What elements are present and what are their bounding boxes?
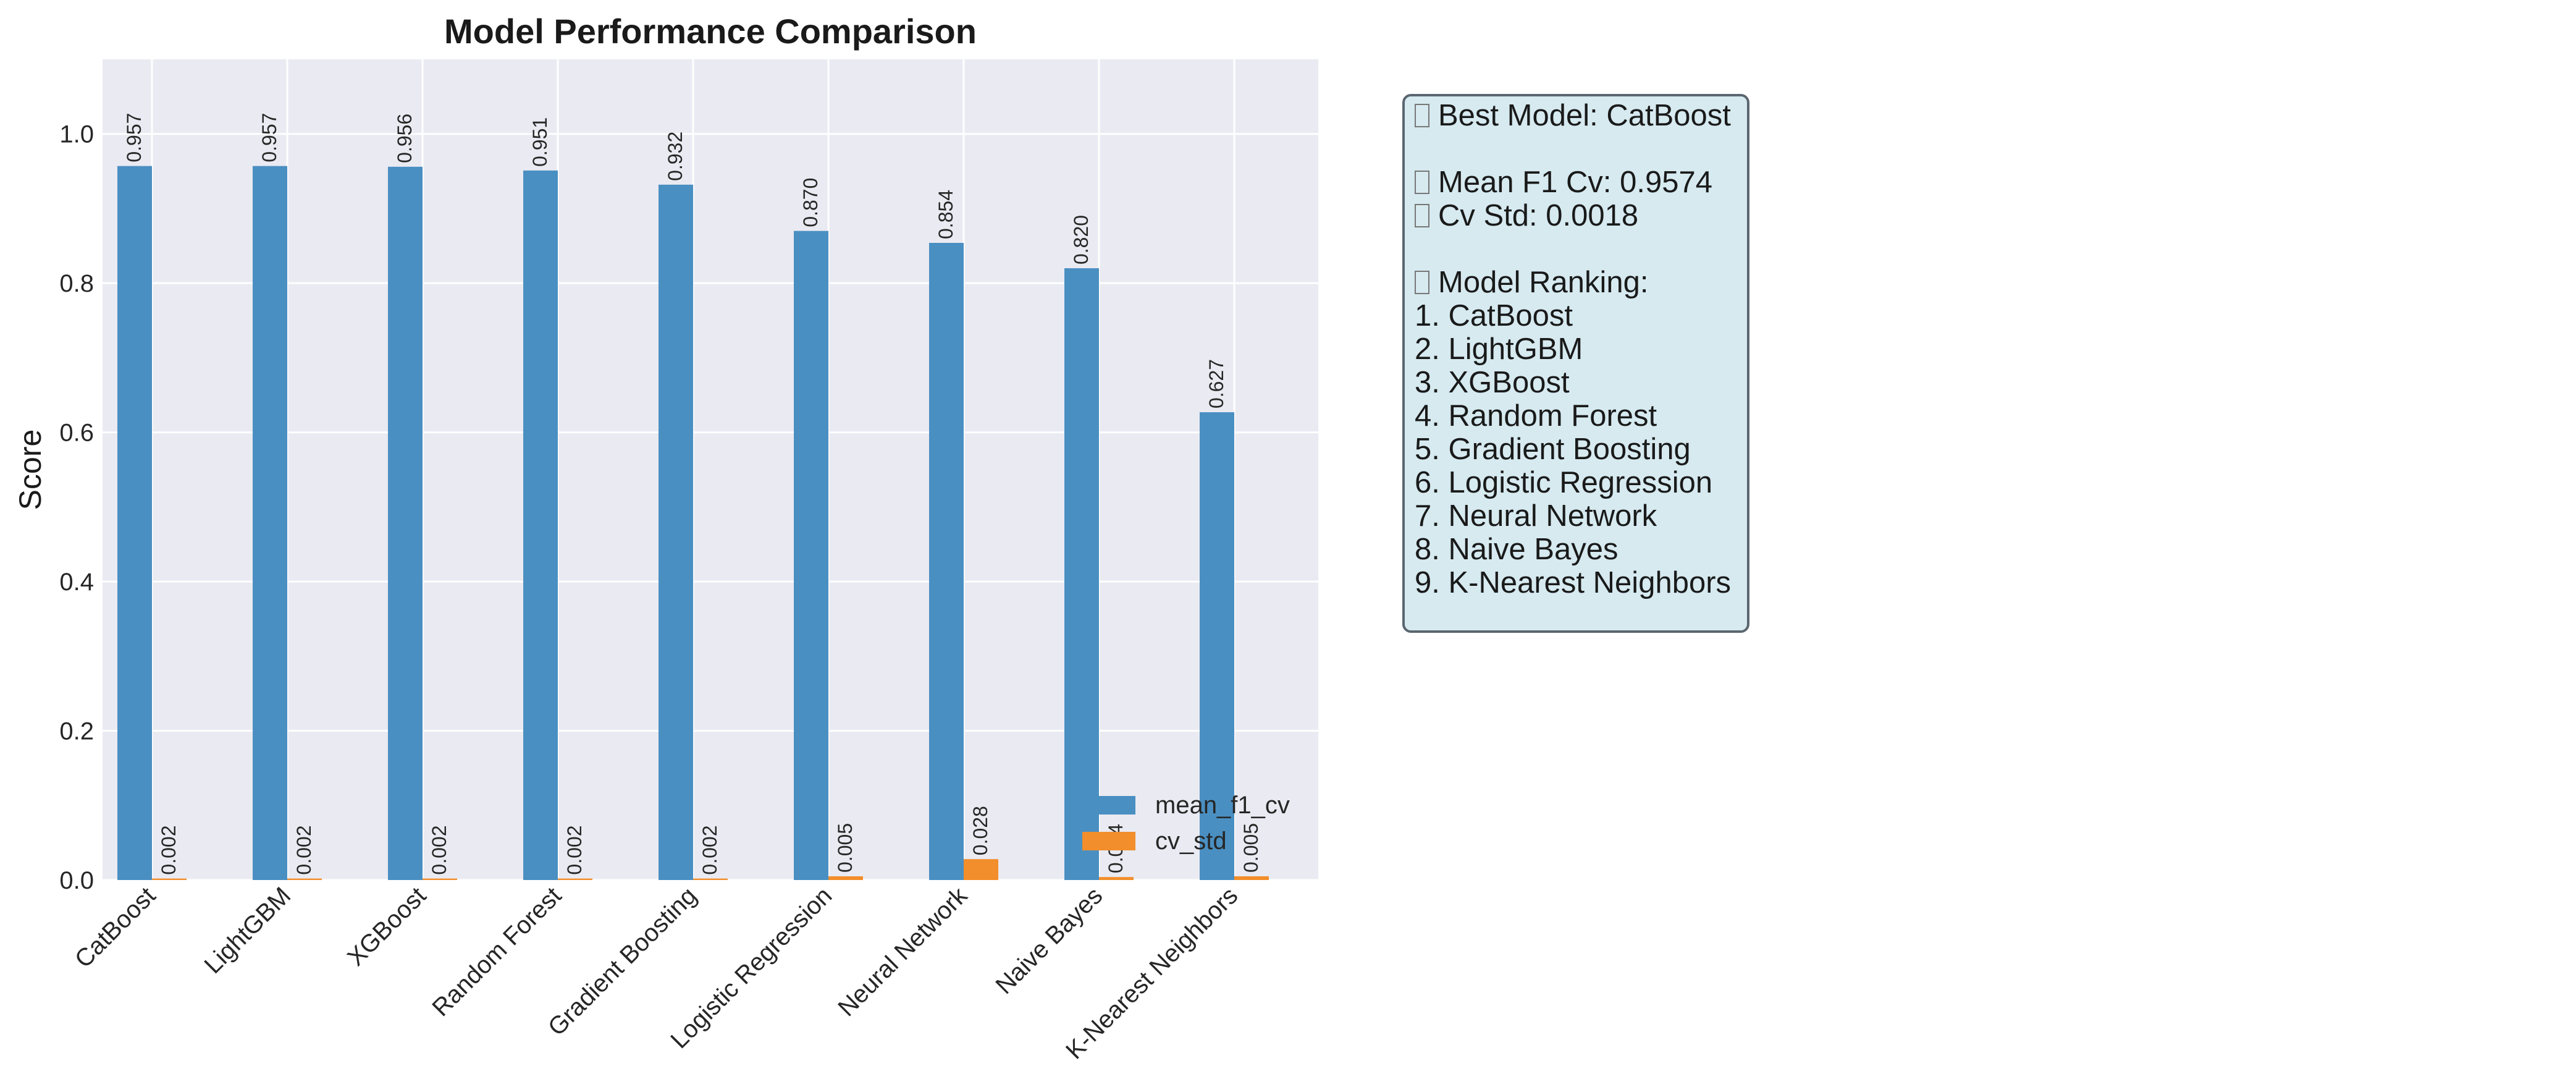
ranking-item: 6. Logistic Regression bbox=[1415, 466, 1713, 499]
bar-label-std: 0.002 bbox=[293, 826, 315, 875]
bar-cv-std bbox=[828, 876, 863, 880]
summary-ranking-header-line: Model Ranking: bbox=[1415, 266, 1737, 299]
bar-label-std: 0.028 bbox=[969, 806, 991, 855]
bar-cv-std bbox=[423, 878, 457, 880]
summary-box: Best Model: CatBoost Mean F1 Cv: 0.9574 … bbox=[1402, 94, 1749, 633]
bar-label-mean: 0.854 bbox=[935, 190, 957, 239]
plot-area bbox=[103, 59, 1318, 880]
x-tick-label: XGBoost bbox=[342, 882, 431, 971]
bar-cv-std bbox=[693, 878, 728, 880]
bar-cv-std bbox=[287, 878, 322, 880]
ranking-item: 3. XGBoost bbox=[1415, 366, 1570, 399]
bar-label-mean: 0.957 bbox=[123, 113, 145, 163]
trophy-icon bbox=[1415, 104, 1429, 127]
bar-label-std: 0.002 bbox=[158, 826, 180, 875]
bar-mean-f1-cv bbox=[929, 242, 964, 880]
x-tick-label: LightGBM bbox=[199, 882, 296, 979]
ranking-item: 7. Neural Network bbox=[1415, 499, 1657, 533]
y-tick-label: 0.6 bbox=[59, 420, 94, 447]
x-tick-label: Neural Network bbox=[833, 882, 973, 1022]
ranking-item: 9. K-Nearest Neighbors bbox=[1415, 566, 1732, 599]
y-tick-label: 0.4 bbox=[59, 569, 94, 596]
chart-title: Model Performance Comparison bbox=[444, 12, 977, 51]
y-tick-label: 0.0 bbox=[59, 867, 94, 894]
bar-mean-f1-cv bbox=[117, 166, 152, 880]
y-axis-label: Score bbox=[13, 430, 48, 510]
bar-mean-f1-cv bbox=[523, 170, 558, 880]
bar-mean-f1-cv bbox=[1064, 268, 1099, 880]
legend-label-mean: mean_f1_cv bbox=[1155, 792, 1290, 819]
bar-labels: 0.957 0.002 0.957 0.002 0.956 0.002 0.951 0.002… bbox=[123, 113, 1262, 875]
x-tick-label: Random Forest bbox=[427, 882, 566, 1022]
x-tick-label: CatBoost bbox=[70, 882, 161, 973]
bar-label-std: 0.002 bbox=[699, 826, 721, 875]
summary-best-model: Best Model: CatBoost bbox=[1438, 99, 1731, 132]
bar-label-mean: 0.951 bbox=[529, 117, 551, 167]
summary-ranking-header: Model Ranking: bbox=[1438, 266, 1649, 299]
legend: mean_f1_cv cv_std bbox=[1082, 792, 1290, 855]
summary-std-line: Cv Std: 0.0018 bbox=[1415, 199, 1737, 232]
y-tick-label: 1.0 bbox=[59, 121, 94, 148]
bar-label-mean: 0.956 bbox=[394, 114, 416, 163]
summary-cv-std: Cv Std: 0.0018 bbox=[1438, 199, 1639, 232]
bar-cv-std bbox=[558, 878, 592, 880]
chart-icon bbox=[1415, 171, 1429, 194]
legend-swatch-std bbox=[1082, 832, 1135, 850]
bar-mean-f1-cv bbox=[794, 231, 828, 880]
ranking-item: 8. Naive Bayes bbox=[1415, 533, 1618, 566]
bar-cv-std bbox=[964, 859, 998, 880]
legend-swatch-mean bbox=[1082, 796, 1135, 815]
bar-label-mean: 0.627 bbox=[1205, 359, 1227, 408]
bar-cv-std bbox=[152, 878, 187, 880]
bar-mean-f1-cv bbox=[659, 184, 693, 881]
bar-cv-std bbox=[1234, 876, 1269, 880]
bar-mean-f1-cv bbox=[1200, 412, 1234, 880]
bar-label-mean: 0.932 bbox=[664, 132, 686, 181]
y-tick-label: 0.2 bbox=[59, 718, 94, 745]
medal-icon bbox=[1415, 271, 1429, 294]
bar-mean-f1-cv bbox=[253, 166, 287, 880]
ranking-item: 1. CatBoost bbox=[1415, 299, 1573, 332]
summary-mean-f1: Mean F1 Cv: 0.9574 bbox=[1438, 166, 1712, 199]
ranking-item: 5. Gradient Boosting bbox=[1415, 433, 1691, 466]
summary-mean-line: Mean F1 Cv: 0.9574 bbox=[1415, 166, 1737, 199]
bar-label-std: 0.002 bbox=[563, 826, 586, 875]
bar-label-mean: 0.957 bbox=[258, 113, 280, 163]
bar-mean-f1-cv bbox=[388, 166, 423, 880]
bar-label-std: 0.005 bbox=[834, 823, 856, 873]
bars bbox=[117, 166, 1269, 881]
bar-label-std: 0.005 bbox=[1240, 823, 1262, 873]
ranking-item: 2. LightGBM bbox=[1415, 332, 1583, 366]
y-tick-label: 0.8 bbox=[59, 270, 94, 297]
bar-label-std: 0.002 bbox=[428, 826, 450, 875]
bar-label-mean: 0.870 bbox=[799, 178, 822, 227]
x-tick-label: Gradient Boosting bbox=[543, 882, 702, 1041]
ranking-item: 4. Random Forest bbox=[1415, 399, 1657, 433]
summary-best-model-line: Best Model: CatBoost bbox=[1415, 99, 1737, 132]
y-axis-ticks: 0.0 0.2 0.4 0.6 0.8 1.0 bbox=[59, 121, 94, 894]
ruler-icon bbox=[1415, 204, 1429, 227]
legend-label-std: cv_std bbox=[1155, 827, 1227, 855]
bar-cv-std bbox=[1099, 877, 1134, 880]
bar-label-mean: 0.820 bbox=[1070, 215, 1092, 265]
x-tick-label: Naive Bayes bbox=[990, 882, 1108, 999]
